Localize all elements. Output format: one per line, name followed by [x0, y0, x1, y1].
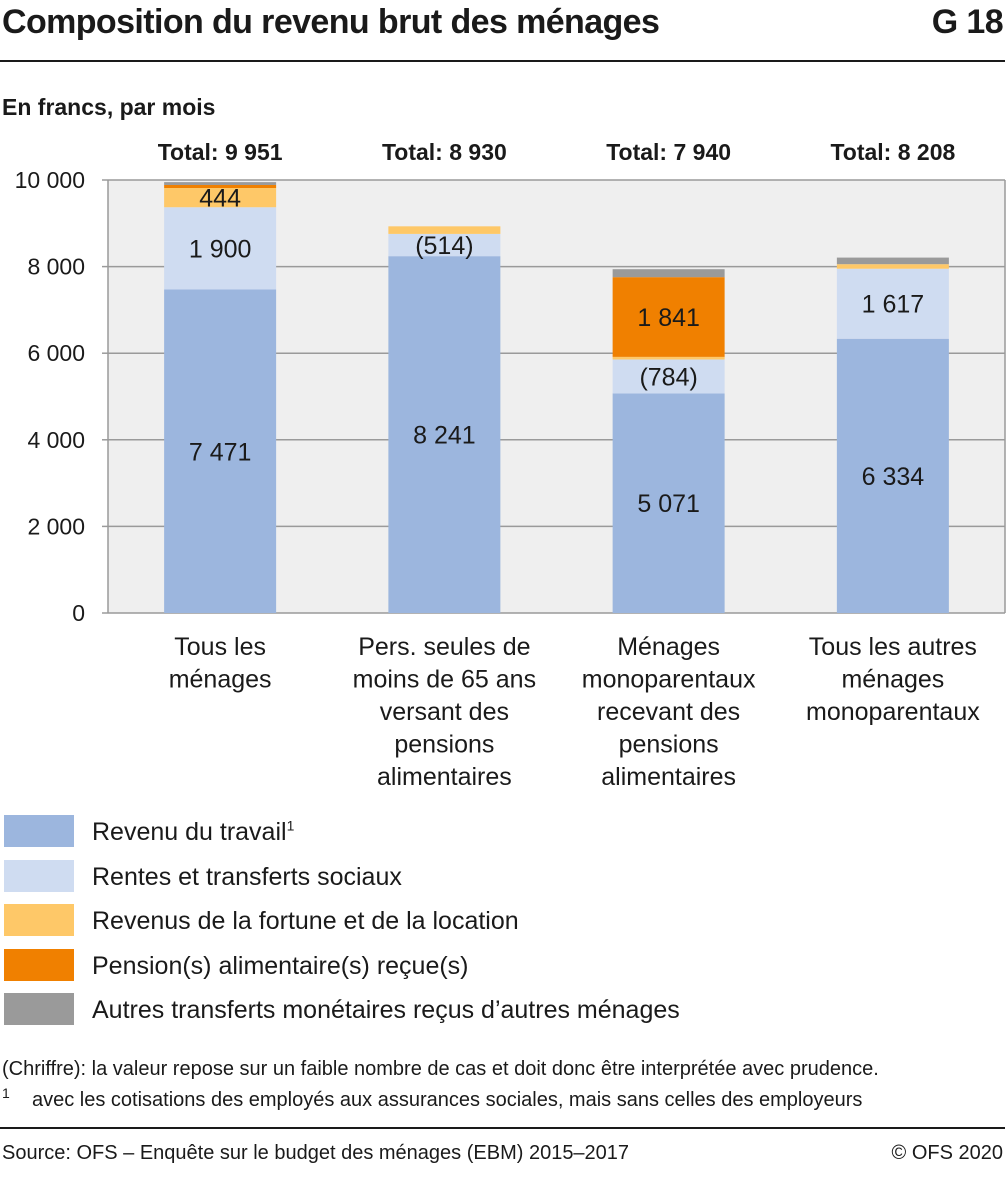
legend-swatch: [4, 859, 74, 892]
x-category-label: monoparentaux: [582, 666, 756, 694]
bar-total-label: Total: 8 208: [830, 139, 955, 165]
y-tick-label: 0: [72, 600, 85, 626]
x-category-label: moins de 65 ans: [353, 666, 536, 694]
bar-segment: [836, 338, 949, 613]
legend-footnote-mark: 1: [286, 817, 295, 834]
x-category-label: Ménages: [617, 633, 720, 661]
bar-segment: [612, 359, 725, 394]
legend-label: Autres transferts monétaires reçus d’aut…: [92, 996, 680, 1024]
footer-rule: [0, 1127, 1005, 1129]
bar-value-label: (784): [639, 363, 697, 391]
bar-value-label: 1 617: [862, 291, 925, 319]
bar-segment: [388, 233, 501, 257]
bar-segment: [388, 256, 501, 613]
bar-total-label: Total: 9 951: [158, 139, 283, 165]
bar-value-label: 1 841: [637, 304, 700, 332]
y-tick-label: 10 000: [15, 167, 85, 193]
x-category-label: Pers. seules de: [358, 633, 530, 661]
bar-segment: [836, 268, 949, 339]
header-rule: [0, 60, 1005, 62]
legend-label: Rentes et transferts sociaux: [92, 862, 402, 891]
bar-segment: [836, 257, 949, 265]
bar-value-label: 8 241: [413, 422, 476, 450]
x-category-label: alimentaires: [377, 763, 512, 791]
x-category-label: ménages: [841, 666, 944, 694]
bar-total-label: Total: 7 940: [606, 139, 731, 165]
legend-item: Revenus de la fortune et de la location: [0, 904, 900, 938]
bar-value-label: 5 071: [637, 490, 700, 518]
x-category-label: pensions: [394, 731, 494, 759]
bar-value-label: 7 471: [189, 438, 252, 466]
legend-swatch: [4, 948, 74, 981]
legend-item: Revenu du travail1: [0, 815, 900, 849]
x-category-label: Tous les: [174, 633, 266, 661]
x-category-label: monoparentaux: [806, 698, 980, 726]
x-category-label: pensions: [619, 731, 719, 759]
bar-segment: [164, 207, 277, 290]
bar-segment: [164, 188, 277, 208]
stacked-bar-chart: 0 2 000 4 000 6 000 8 000 10 000 7 471 1 900 444…: [15, 139, 1006, 791]
legend-item: Rentes et transferts sociaux: [0, 859, 900, 894]
x-category-label: versant des: [380, 698, 509, 726]
x-category-label: alimentaires: [601, 763, 736, 791]
legend-swatch: [4, 904, 74, 936]
legend-label: Pension(s) alimentaire(s) reçue(s): [92, 951, 469, 980]
figure-number: G 18: [931, 3, 1004, 41]
legend-label: Revenus de la fortune et de la location: [92, 907, 519, 935]
bar-segment: [836, 264, 949, 269]
legend-swatch: [4, 815, 74, 847]
y-tick-label: 2 000: [27, 513, 85, 539]
bar-value-label: 6 334: [862, 463, 925, 491]
bar-segment: [164, 184, 277, 189]
source-text: Source: OFS – Enquête sur le budget des …: [2, 1142, 630, 1164]
small-sample-note: (Chriffre): la valeur repose sur un faib…: [2, 1058, 879, 1080]
chart-subtitle: En francs, par mois: [2, 94, 216, 120]
chart-title: Composition du revenu brut des ménages: [2, 3, 660, 41]
bar-segment: [164, 289, 277, 613]
x-category-label: recevant des: [597, 698, 740, 726]
y-tick-label: 4 000: [27, 427, 85, 453]
copyright-text: © OFS 2020: [891, 1142, 1003, 1164]
y-tick-label: 6 000: [27, 340, 85, 366]
bar-segment: [612, 356, 725, 360]
footnote: 1 avec les cotisations des employés aux a…: [2, 1085, 863, 1111]
bar-segment: [612, 393, 725, 613]
bar-segment: [164, 182, 277, 185]
bar-segment: [612, 269, 725, 278]
x-category-label: Tous les autres: [809, 633, 977, 661]
bar-segment: [612, 277, 725, 357]
x-category-label: ménages: [169, 666, 272, 694]
bar-total-label: Total: 8 930: [382, 139, 507, 165]
footnote-text: avec les cotisations des employés aux as…: [32, 1089, 863, 1111]
legend-item: Pension(s) alimentaire(s) reçue(s): [0, 948, 900, 983]
legend-swatch: [4, 993, 74, 1025]
legend-label: Revenu du travail1: [92, 817, 295, 846]
legend-item: Autres transferts monétaires reçus d’aut…: [0, 993, 900, 1027]
y-tick-label: 8 000: [27, 254, 85, 280]
bar-value-label: 1 900: [189, 235, 252, 263]
bar-value-label: (514): [415, 232, 473, 260]
bar-value-label: 444: [199, 185, 241, 213]
bar-segment: [388, 226, 501, 234]
